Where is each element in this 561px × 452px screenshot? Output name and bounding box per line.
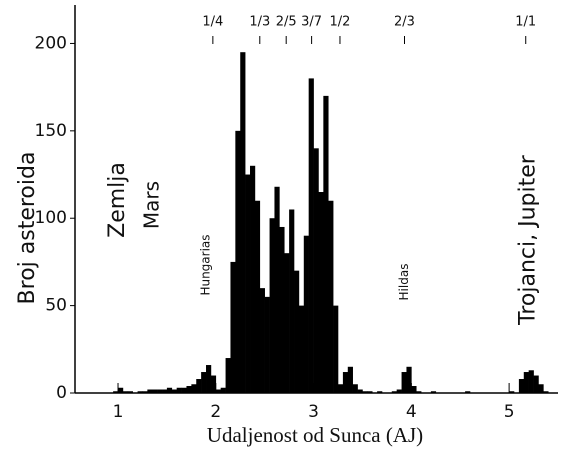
bar: [533, 375, 539, 393]
bar: [142, 391, 148, 393]
resonance-label: 1/2: [330, 15, 351, 30]
bar: [176, 387, 182, 393]
bar: [352, 384, 358, 393]
annotation: Hildas: [397, 264, 411, 301]
bar: [294, 270, 300, 393]
bar: [171, 389, 177, 393]
x-tick-label: 5: [504, 402, 515, 422]
bar: [357, 389, 363, 393]
resonance-label: 1/4: [202, 15, 223, 30]
bar: [210, 375, 217, 393]
bar: [284, 253, 290, 393]
bar: [313, 148, 319, 393]
x-axis-label: Udaljenost od Sunca (AJ): [207, 423, 423, 447]
bar: [298, 305, 305, 393]
resonance-label: 1/3: [249, 15, 270, 30]
bar: [391, 391, 397, 393]
x-tick-label: 1: [113, 402, 124, 422]
resonance-label: 2/5: [276, 15, 297, 30]
bar: [274, 186, 280, 393]
bar: [318, 192, 324, 393]
bar: [166, 387, 173, 393]
y-tick-label: 200: [35, 33, 67, 53]
bar: [235, 130, 241, 394]
bar: [191, 384, 197, 393]
bar: [538, 384, 544, 393]
bar: [240, 52, 246, 394]
y-axis-label: Broj asteroida: [15, 152, 40, 305]
bar: [528, 370, 534, 393]
bar: [113, 391, 119, 393]
bar: [250, 165, 256, 393]
bar: [308, 78, 314, 394]
bar: [201, 372, 207, 393]
bar: [303, 235, 309, 393]
bar: [333, 305, 339, 393]
bar: [220, 387, 226, 393]
bar: [523, 372, 529, 393]
bar: [518, 379, 525, 393]
resonance-label: 1/1: [515, 15, 536, 30]
bar: [230, 261, 236, 393]
bar: [416, 391, 422, 393]
bar: [225, 358, 231, 393]
y-tick-label: 50: [45, 296, 67, 316]
bar: [328, 200, 334, 393]
bar: [215, 389, 221, 393]
bar: [206, 365, 212, 393]
annotation: Hungarias: [199, 234, 213, 295]
bar: [152, 389, 158, 393]
bar: [396, 389, 402, 393]
bar: [342, 372, 349, 393]
bar: [367, 391, 373, 393]
bar: [127, 391, 133, 393]
bar: [347, 366, 353, 393]
bar: [147, 389, 153, 393]
y-tick-label: 150: [35, 121, 67, 141]
resonance-label: 3/7: [301, 15, 322, 30]
bar: [186, 386, 192, 393]
bar: [377, 391, 383, 393]
bar: [137, 391, 143, 393]
bar: [543, 391, 549, 393]
y-tick-label: 0: [56, 383, 67, 403]
bar: [323, 95, 329, 394]
bar: [362, 391, 368, 393]
x-tick-label: 3: [308, 402, 319, 422]
bar: [411, 386, 417, 393]
bar: [289, 209, 295, 393]
bar: [465, 391, 471, 393]
x-tick-label: 4: [406, 402, 417, 422]
bar: [264, 296, 270, 393]
bar: [254, 200, 261, 393]
bar: [196, 379, 202, 393]
bar: [509, 391, 515, 393]
bar: [181, 387, 187, 393]
annotation: Zemlja: [105, 162, 130, 238]
bar: [279, 226, 285, 393]
bar: [162, 389, 168, 393]
bar: [245, 174, 251, 393]
bar: [269, 218, 275, 393]
y-tick-label: 100: [35, 208, 67, 228]
resonance-label: 2/3: [394, 15, 415, 30]
annotation: Trojanci, Jupiter: [516, 154, 541, 326]
bar: [430, 391, 437, 393]
bar: [157, 389, 163, 393]
bar: [401, 372, 407, 393]
bar: [122, 391, 129, 393]
x-tick-label: 2: [210, 402, 221, 422]
bar: [118, 387, 124, 393]
bar: [338, 384, 344, 393]
bar: [259, 288, 265, 393]
annotation: Mars: [140, 181, 164, 229]
bar: [406, 366, 412, 393]
